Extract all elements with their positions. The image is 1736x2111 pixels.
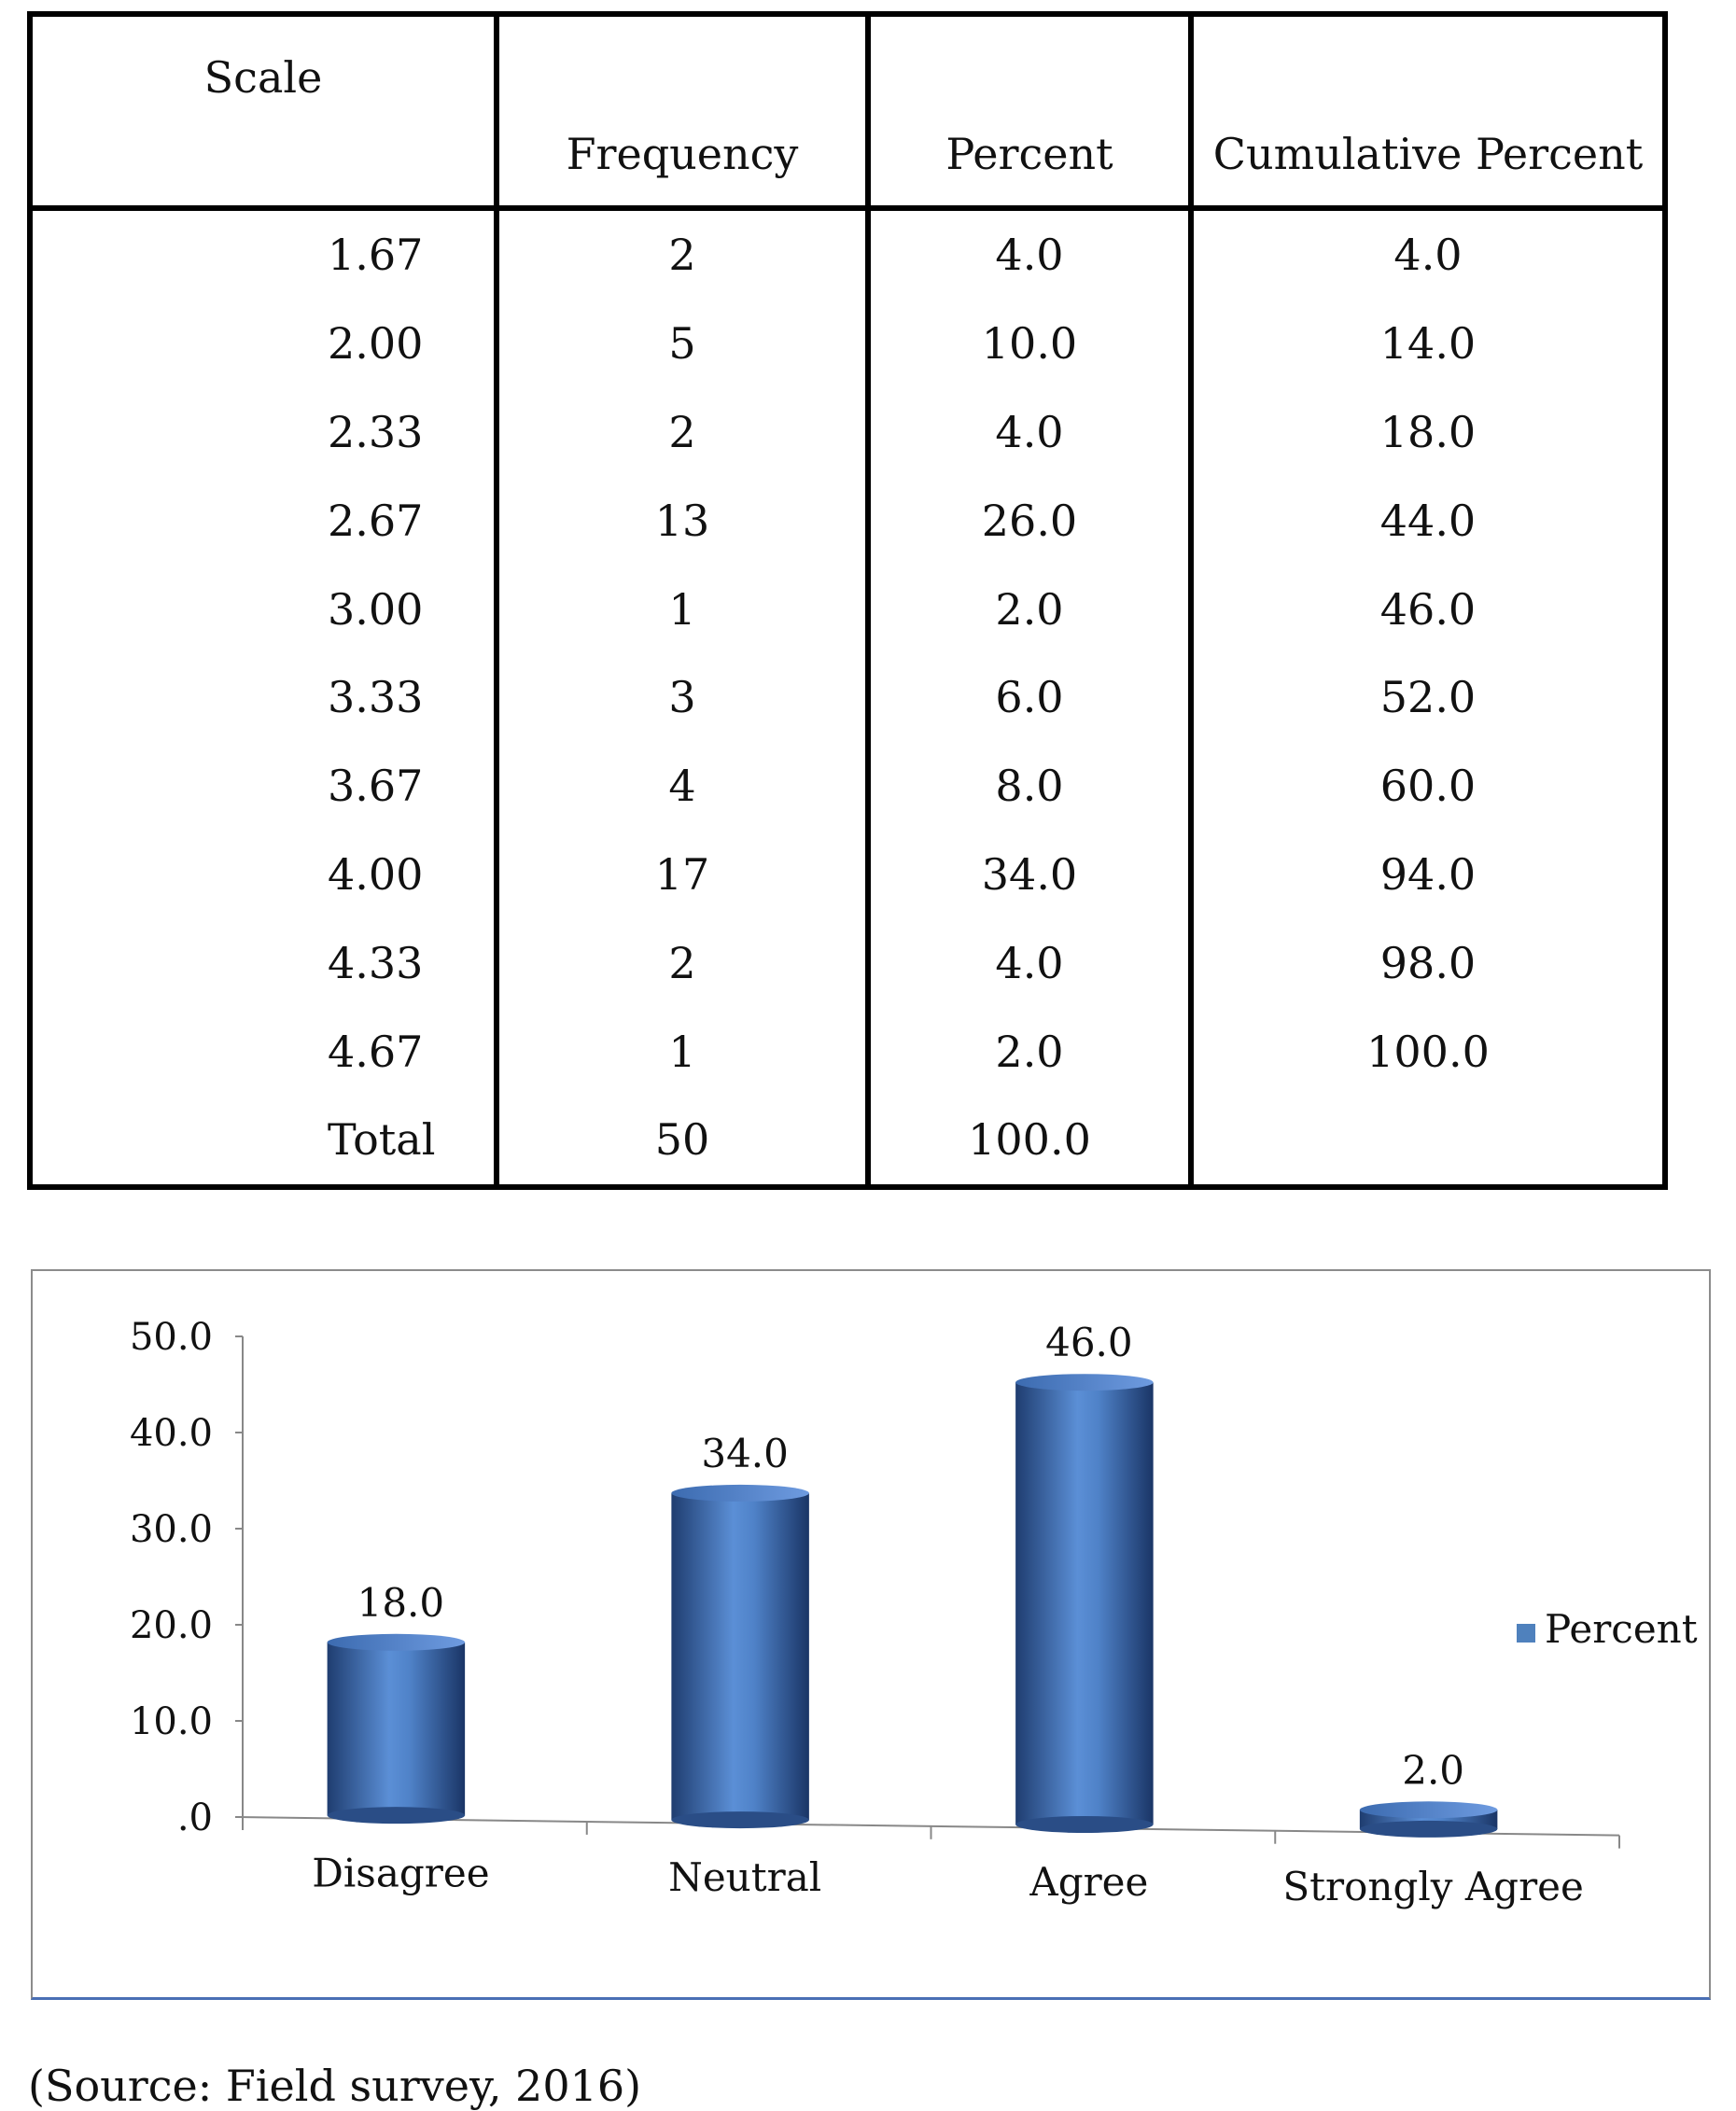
cell-frequency: 2 (494, 208, 871, 300)
bar-agree (1015, 1382, 1154, 1824)
chart-labels: 18.0 Disagree 34.0 Neutral 46.0 Agree 2.0 Stron… (312, 1320, 1584, 1909)
chart-axes: .0 10.0 20.0 30.0 40.0 50.0 (130, 1316, 1620, 1849)
bar-base (1359, 1820, 1498, 1838)
y-tick-label: 50.0 (130, 1316, 213, 1359)
cell-percent: 8.0 (865, 741, 1194, 831)
table-row: 2.33 2 4.0 18.0 (27, 387, 1668, 477)
cell-scale: 2.00 (27, 299, 499, 388)
cell-percent: 4.0 (865, 918, 1194, 1008)
cell-percent: 26.0 (865, 476, 1194, 566)
cell-cumulative-percent: 98.0 (1188, 918, 1668, 1008)
cell-cumulative-percent: 4.0 (1188, 208, 1668, 300)
table-row: 3.00 1 2.0 46.0 (27, 565, 1668, 653)
cell-frequency: 17 (494, 830, 871, 919)
cell-scale: 2.33 (27, 387, 499, 477)
bar-cap (1015, 1374, 1154, 1391)
cell-scale: Total (27, 1095, 499, 1190)
cell-frequency: 5 (494, 299, 871, 388)
y-tick-label: .0 (177, 1796, 213, 1839)
cell-cumulative-percent: 94.0 (1188, 830, 1668, 919)
cell-cumulative-percent: 18.0 (1188, 387, 1668, 477)
cell-cumulative-percent: 46.0 (1188, 565, 1668, 653)
cell-scale: 4.00 (27, 830, 499, 919)
cell-percent: 4.0 (865, 387, 1194, 477)
y-tick-label: 10.0 (130, 1700, 213, 1743)
cell-percent: 34.0 (865, 830, 1194, 919)
x-category-label: Agree (1029, 1859, 1148, 1905)
cell-percent: 4.0 (865, 208, 1194, 300)
cell-scale: 3.00 (27, 565, 499, 653)
bar-base (1015, 1815, 1154, 1833)
y-tick-label: 30.0 (130, 1508, 213, 1551)
data-label: 34.0 (701, 1431, 789, 1476)
cell-cumulative-percent: 52.0 (1188, 652, 1668, 742)
cell-percent: 2.0 (865, 565, 1194, 653)
frequency-table-container: Scale Frequency Percent Cumulative Perce… (27, 11, 1668, 1190)
table-row: 3.33 3 6.0 52.0 (27, 652, 1668, 742)
chart-frame: .0 10.0 20.0 30.0 40.0 50.0 18.0 Disagree 34.0 N… (31, 1269, 1711, 2000)
cell-percent: 10.0 (865, 299, 1194, 388)
source-note: (Source: Field survey, 2016) (28, 2061, 642, 2111)
header-percent: Percent (865, 11, 1194, 211)
table-row: 4.00 17 34.0 94.0 (27, 830, 1668, 919)
cell-scale: 4.67 (27, 1007, 499, 1096)
table-row: 1.67 2 4.0 4.0 (27, 208, 1668, 300)
header-cumulative-percent: Cumulative Percent (1188, 11, 1668, 211)
y-tick-label: 20.0 (130, 1604, 213, 1647)
table-row: 3.67 4 8.0 60.0 (27, 741, 1668, 831)
cell-cumulative-percent: 44.0 (1188, 476, 1668, 566)
table-row: Total 50 100.0 (27, 1095, 1668, 1190)
chart-legend: Percent (1517, 1606, 1698, 1652)
bar-disagree (327, 1642, 466, 1816)
cell-cumulative-percent: 60.0 (1188, 741, 1668, 831)
cell-cumulative-percent: 14.0 (1188, 299, 1668, 388)
table-row: 4.67 1 2.0 100.0 (27, 1007, 1668, 1096)
x-category-label: Disagree (312, 1850, 489, 1895)
cell-scale: 1.67 (27, 208, 499, 300)
chart-bars (327, 1374, 1498, 1838)
bar-cap (1359, 1801, 1498, 1819)
cell-percent: 2.0 (865, 1007, 1194, 1096)
cell-frequency: 2 (494, 387, 871, 477)
table-header-row: Scale Frequency Percent Cumulative Perce… (27, 11, 1668, 211)
bar-neutral (671, 1492, 809, 1821)
cell-frequency: 4 (494, 741, 871, 831)
bar-cap (671, 1484, 809, 1502)
table-body: 1.67 2 4.0 4.0 2.00 5 10.0 14.0 2.33 2 4.0 18.0 2.67… (27, 208, 1668, 1190)
cell-scale: 4.33 (27, 918, 499, 1008)
bar-base (327, 1807, 466, 1824)
cell-scale: 3.67 (27, 741, 499, 831)
cell-frequency: 50 (494, 1095, 871, 1190)
data-label: 18.0 (357, 1580, 445, 1626)
legend-swatch (1517, 1624, 1535, 1643)
cell-frequency: 3 (494, 652, 871, 742)
cell-frequency: 13 (494, 476, 871, 566)
bar-chart: .0 10.0 20.0 30.0 40.0 50.0 18.0 Disagree 34.0 N… (130, 1316, 1698, 1909)
header-scale: Scale (27, 11, 499, 211)
bar-cap (327, 1633, 466, 1651)
cell-frequency: 2 (494, 918, 871, 1008)
table-row: 4.33 2 4.0 98.0 (27, 918, 1668, 1008)
cell-frequency: 1 (494, 1007, 871, 1096)
bar-base (671, 1811, 809, 1829)
cell-percent: 100.0 (865, 1095, 1194, 1190)
cell-frequency: 1 (494, 565, 871, 653)
cell-cumulative-percent: 100.0 (1188, 1007, 1668, 1096)
data-label: 2.0 (1402, 1747, 1464, 1793)
table-row: 2.67 13 26.0 44.0 (27, 476, 1668, 566)
table-row: 2.00 5 10.0 14.0 (27, 299, 1668, 388)
data-label: 46.0 (1045, 1320, 1133, 1365)
legend-label: Percent (1545, 1606, 1698, 1652)
cell-scale: 2.67 (27, 476, 499, 566)
header-frequency: Frequency (494, 11, 871, 211)
frequency-table: Scale Frequency Percent Cumulative Perce… (27, 11, 1668, 1190)
cell-cumulative-percent (1188, 1095, 1668, 1190)
y-tick-label: 40.0 (130, 1412, 213, 1455)
x-category-label: Strongly Agree (1282, 1864, 1583, 1909)
cell-percent: 6.0 (865, 652, 1194, 742)
x-category-label: Neutral (668, 1854, 821, 1900)
cell-scale: 3.33 (27, 652, 499, 742)
